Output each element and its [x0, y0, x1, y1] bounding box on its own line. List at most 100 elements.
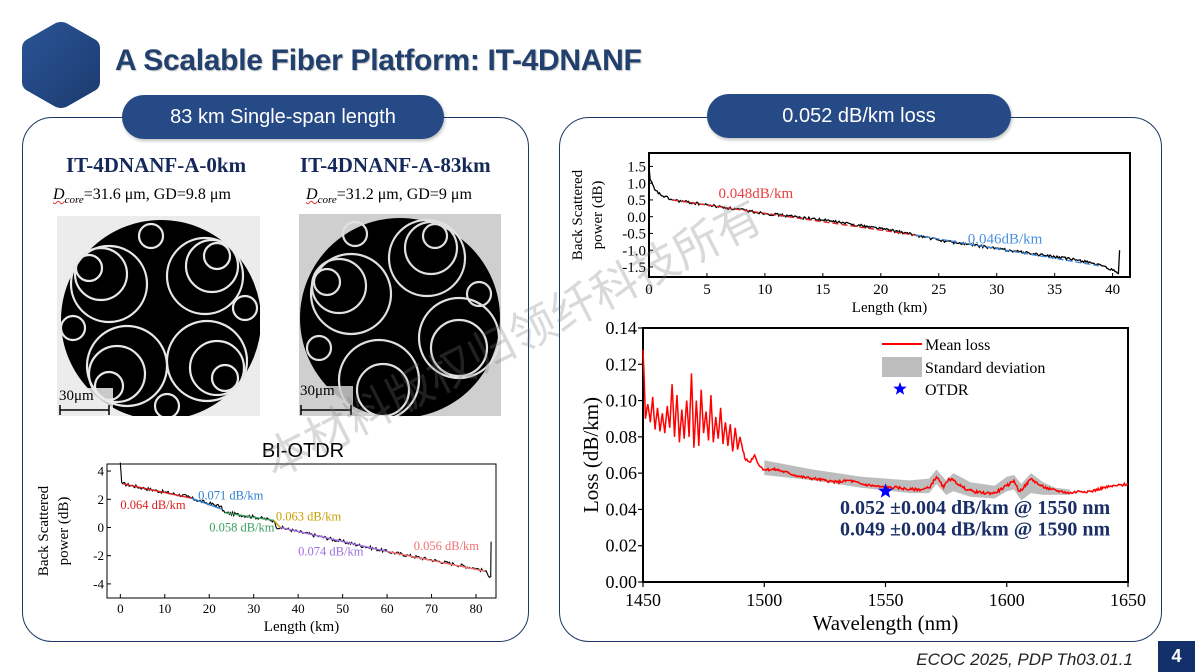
- otdr-40km-chart: 0 5 10 15 20 25 30 35 40 1.51.00.50.0-0.5-1.0-1.5…: [570, 152, 1131, 316]
- x-tick-label: 40: [1105, 282, 1120, 298]
- slope-annotation: 0.046dB/km: [968, 231, 1043, 247]
- fit-segment: [386, 550, 486, 572]
- dcore-symbol: D: [306, 186, 318, 203]
- x-tick-label: 1450: [625, 590, 661, 610]
- fiber-0km-micrograph: [57, 216, 260, 416]
- right-panel-pill: 0.052 dB/km loss: [707, 94, 1011, 138]
- std-deviation-band: [764, 460, 1070, 501]
- x-tick-label: 80: [469, 601, 482, 616]
- y-tick-label: 0.12: [606, 354, 638, 374]
- x-tick-label: 20: [873, 282, 888, 298]
- x-axis-label: Length (km): [852, 300, 927, 316]
- spectral-loss-chart: 1450 1500 1550 1600 1650 0.00 0.02 0.04 0.06 0.08…: [579, 320, 1146, 635]
- x-tick-label: 10: [158, 601, 171, 616]
- y-axis-label-line1: Back Scattered: [570, 169, 586, 260]
- slope-annotation: 0.071 dB/km: [198, 488, 264, 502]
- mean-loss-line: [642, 349, 1128, 496]
- fit-segment: [122, 483, 192, 499]
- dcore-subscript: core: [317, 194, 337, 207]
- y-tick-label: 1.5: [627, 160, 646, 176]
- y-tick-label: 0.02: [606, 536, 638, 556]
- page-number: 4: [1158, 641, 1195, 672]
- left-panel-pill: 83 km Single-span length: [122, 95, 444, 139]
- y-tick-label: 0.00: [606, 572, 638, 592]
- x-tick-label: 1650: [1110, 590, 1146, 610]
- fit-segment: [273, 519, 281, 528]
- x-axis-label: Length (km): [264, 619, 339, 635]
- legend-label: Mean loss: [925, 337, 990, 354]
- y-tick-label: -2: [93, 548, 104, 563]
- fit-segment: [191, 497, 223, 511]
- slope-annotation: 0.048dB/km: [719, 186, 794, 202]
- x-tick-label: 30: [989, 282, 1004, 298]
- otdr-trace: [648, 166, 1121, 275]
- page-title: A Scalable Fiber Platform: IT-4DNANF: [115, 44, 642, 77]
- y-axis-label-line2: power (dB): [590, 181, 606, 250]
- y-tick-label: 0.04: [606, 499, 638, 519]
- loss-annotation: 0.049 ±0.004 dB/km @ 1590 nm: [840, 519, 1111, 541]
- slope-annotation: 0.064 dB/km: [120, 498, 186, 512]
- x-tick-label: 50: [336, 601, 349, 616]
- x-tick-label: 5: [703, 282, 711, 298]
- y-tick-label: -1.5: [622, 260, 646, 276]
- x-tick-label: 15: [815, 282, 830, 298]
- x-tick-label: 35: [1047, 282, 1062, 298]
- y-tick-label: 0.08: [606, 427, 638, 447]
- y-tick-label: -1.0: [622, 243, 646, 259]
- fiber-params-text: =31.2 μm, GD=9 μm: [336, 186, 472, 203]
- y-tick-label: 0.10: [606, 391, 638, 411]
- y-tick-label: -4: [93, 576, 104, 591]
- y-axis-label-line1: Back Scattered: [36, 485, 52, 576]
- legend-std-swatch: [882, 357, 922, 377]
- y-tick-label: 0.06: [606, 463, 638, 483]
- y-tick-label: 0: [98, 520, 105, 535]
- y-tick-label: 0.14: [606, 320, 638, 338]
- fit-segment: [915, 234, 1102, 267]
- y-tick-label: 0.5: [627, 193, 646, 209]
- y-tick-label: -0.5: [622, 227, 646, 243]
- y-axis-label-line2: power (dB): [56, 497, 72, 566]
- x-tick-label: 1600: [989, 590, 1025, 610]
- slope-annotation: 0.074 dB/km: [298, 545, 364, 559]
- slope-annotation: 0.058 dB/km: [209, 521, 275, 535]
- x-tick-label: 10: [757, 282, 772, 298]
- x-tick-label: 20: [203, 601, 216, 616]
- scale-bar-label-83km: 30μm: [300, 383, 335, 399]
- x-tick-label: 70: [425, 601, 438, 616]
- x-axis-label: Wavelength (nm): [813, 611, 959, 635]
- fiber-params-text: =31.6 μm, GD=9.8 μm: [83, 186, 231, 203]
- loss-annotation: 0.052 ±0.004 dB/km @ 1550 nm: [840, 497, 1111, 519]
- fiber-83km-params: Dcore=31.2 μm, GD=9 μm: [306, 186, 472, 206]
- fit-segment: [224, 511, 274, 522]
- y-tick-label: 0.0: [627, 210, 646, 226]
- fit-segment: [280, 526, 388, 553]
- x-tick-label: 40: [292, 601, 305, 616]
- slope-annotation: 0.063 dB/km: [276, 509, 342, 523]
- fiber-0km-title: IT-4DNANF-A-0km: [66, 153, 247, 177]
- fiber-83km-micrograph: [299, 214, 501, 416]
- y-tick-label: 4: [98, 464, 105, 479]
- y-tick-label: 1.0: [627, 176, 646, 192]
- x-tick-label: 25: [931, 282, 946, 298]
- x-tick-label: 30: [247, 601, 260, 616]
- fiber-83km-title: IT-4DNANF-A-83km: [300, 153, 491, 177]
- x-tick-label: 0: [117, 601, 124, 616]
- legend-otdr-star-icon: [893, 382, 907, 395]
- legend-label: Standard deviation: [925, 360, 1045, 377]
- x-tick-label: 1500: [746, 590, 782, 610]
- otdr-star-marker: [877, 483, 894, 498]
- x-tick-label: 1550: [868, 590, 904, 610]
- scale-bar-label-0km: 30μm: [59, 388, 94, 404]
- footer-citation: ECOC 2025, PDP Th03.01.1: [916, 650, 1133, 669]
- chart-title: BI-OTDR: [262, 440, 344, 462]
- legend-label: OTDR: [925, 382, 969, 399]
- fit-segment: [672, 199, 916, 236]
- hexagon-logo-icon: [22, 22, 100, 108]
- dcore-subscript: core: [64, 194, 84, 207]
- y-axis-label: Loss (dB/km): [579, 397, 603, 513]
- fiber-0km-params: Dcore=31.6 μm, GD=9.8 μm: [53, 186, 231, 206]
- x-tick-label: 60: [381, 601, 394, 616]
- x-tick-label: 0: [645, 282, 653, 298]
- y-tick-label: 2: [98, 492, 105, 507]
